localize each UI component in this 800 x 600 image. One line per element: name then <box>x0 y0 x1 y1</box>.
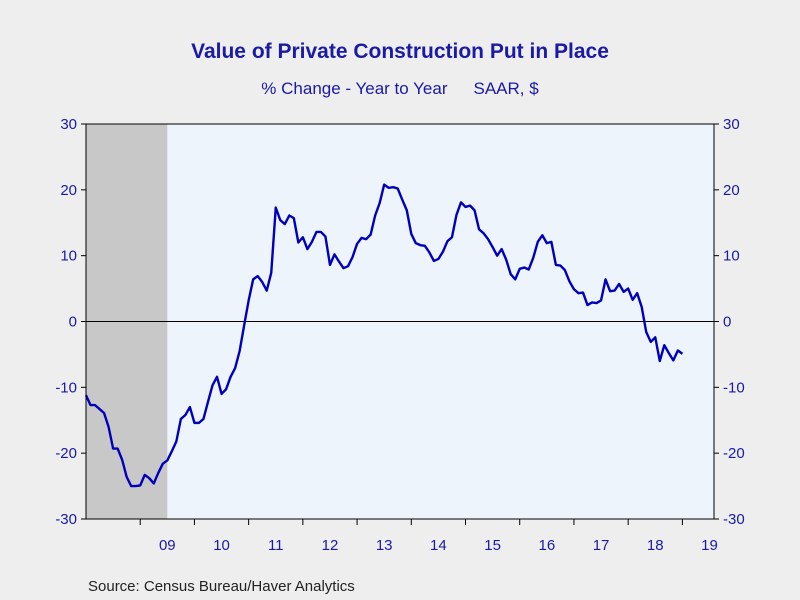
x-tick-label: 16 <box>538 537 555 554</box>
x-tick-label: 10 <box>213 537 230 554</box>
y-tick-label-right: 0 <box>723 314 731 331</box>
y-tick-label-left: 30 <box>60 116 77 133</box>
y-tick-label-right: 30 <box>723 116 740 133</box>
x-tick-label: 11 <box>268 537 284 554</box>
subtitle-right: SAAR, $ <box>473 79 539 98</box>
series-line <box>84 183 684 488</box>
y-tick-label-left: -30 <box>55 511 77 528</box>
x-tick-label: 19 <box>701 537 718 554</box>
x-tick-label: 13 <box>376 537 393 554</box>
chart-title: Value of Private Construction Put in Pla… <box>191 40 609 63</box>
y-tick-label-left: -10 <box>55 379 77 396</box>
x-tick-label: 09 <box>159 537 176 554</box>
y-tick-label-right: -30 <box>723 511 745 528</box>
x-tick-label: 15 <box>484 537 501 554</box>
y-tick-label-right: 10 <box>723 248 740 265</box>
x-tick-label: 12 <box>322 537 339 554</box>
y-tick-label-left: 10 <box>60 248 77 265</box>
source-note: Source: Census Bureau/Haver Analytics <box>88 578 355 595</box>
y-tick-label-left: 20 <box>60 182 77 199</box>
chart-subtitle: % Change - Year to Year SAAR, $ <box>0 79 800 99</box>
y-tick-label-right: -10 <box>723 379 745 396</box>
y-tick-label-right: 20 <box>723 182 740 199</box>
x-tick-label: 18 <box>647 537 664 554</box>
y-tick-label-right: -20 <box>723 445 745 462</box>
x-tick-label: 17 <box>593 537 610 554</box>
y-tick-label-left: -20 <box>55 445 77 462</box>
x-tick-label: 14 <box>430 537 447 554</box>
subtitle-left: % Change - Year to Year <box>261 79 448 98</box>
y-tick-label-left: 0 <box>69 314 77 331</box>
